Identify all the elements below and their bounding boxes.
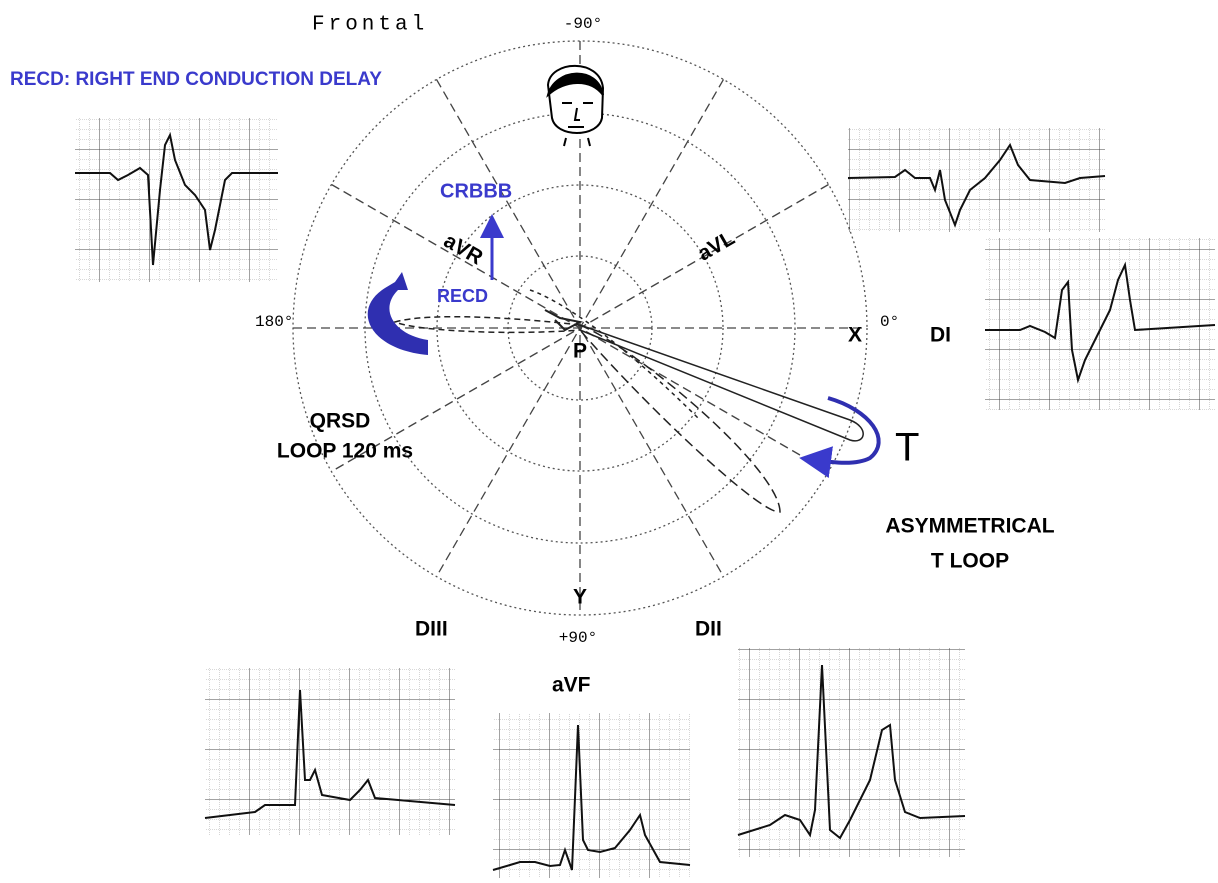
- axis-label: Y: [573, 586, 587, 609]
- qrsd-label: QRSD: [310, 410, 371, 433]
- lead-label: DI: [930, 324, 951, 347]
- recd-label: RECD: [437, 286, 488, 306]
- t-label: T: [895, 426, 919, 470]
- lead-label: aVF: [552, 674, 591, 697]
- angle-label: 0°: [880, 313, 899, 331]
- angle-label: 180°: [255, 313, 293, 331]
- crbbb-label: CRBBB: [440, 180, 512, 202]
- t-loop-label: T LOOP: [931, 550, 1009, 573]
- lead-label: aVL: [694, 226, 739, 265]
- ecg-strips: [75, 118, 1215, 878]
- angle-label: -90°: [564, 15, 602, 33]
- axis-label: X: [848, 324, 862, 347]
- lead-label: DII: [695, 618, 722, 641]
- arrows: [368, 226, 879, 463]
- p-label: P: [573, 340, 587, 363]
- lead-label: DIII: [415, 618, 448, 641]
- head-icon: [548, 66, 603, 146]
- angle-label: +90°: [559, 629, 597, 647]
- title: Frontal: [312, 14, 428, 37]
- qrsd-label: LOOP 120 ms: [277, 440, 413, 463]
- header: RECD: RIGHT END CONDUCTION DELAY: [10, 69, 382, 90]
- t-loop-label: ASYMMETRICAL: [885, 515, 1054, 538]
- vcg-diagram: Frontal -90° 180° 0° +90° RECD: RIGHT EN…: [0, 0, 1218, 883]
- vector-loops: [395, 290, 863, 512]
- lead-label: aVR: [440, 229, 487, 269]
